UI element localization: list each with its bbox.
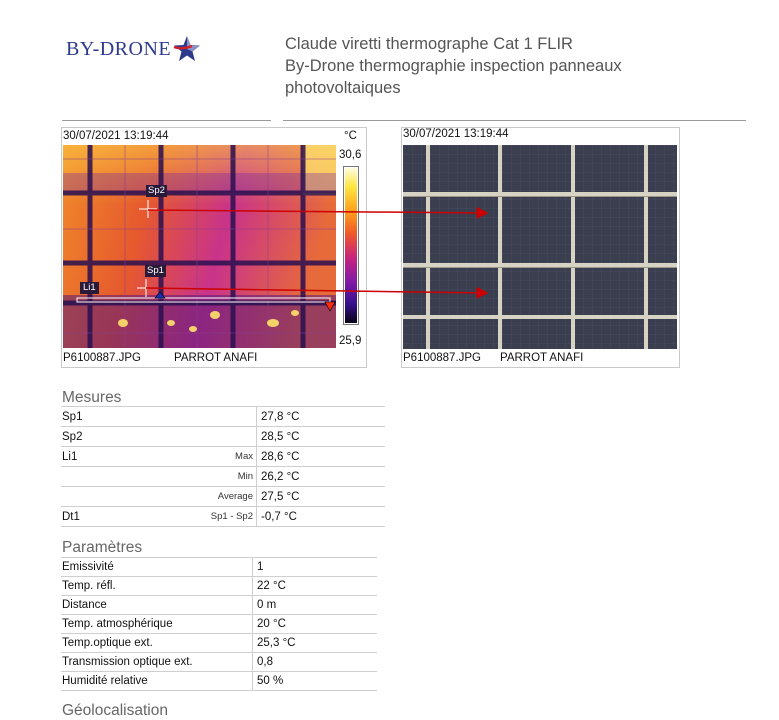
table-row: Li1 Max 28,6 °C (61, 446, 385, 467)
visual-panel-frame (401, 127, 680, 368)
table-row: Temp. atmosphérique 20 °C (61, 614, 377, 634)
visual-timestamp: 30/07/2021 13:19:44 (403, 128, 509, 140)
measure-value: 27,5 °C (256, 486, 385, 507)
parametres-title: Paramètres (62, 539, 143, 556)
measure-sub: Sp1 - Sp2 (203, 506, 257, 527)
measure-sub (203, 406, 257, 427)
star-icon (173, 36, 201, 61)
visual-camera-name: PARROT ANAFI (500, 352, 584, 364)
li1-label: Li1 (80, 282, 99, 294)
mesures-table: Sp1 27,8 °C Sp2 28,5 °C Li1 Max 28,6 °C Min 2… (61, 406, 385, 527)
ir-scale-min: 25,9 (339, 335, 362, 347)
visual-file-name: P6100887.JPG (403, 352, 482, 364)
param-value: 25,3 °C (252, 633, 377, 653)
measure-sub: Min (203, 466, 257, 487)
param-label: Temp. atmosphérique (61, 614, 253, 634)
param-value: 1 (252, 557, 377, 577)
param-label: Distance (61, 595, 253, 615)
measure-sub: Max (203, 446, 257, 467)
ir-file-name: P6100887.JPG (63, 352, 142, 364)
param-value: 0 m (252, 595, 377, 615)
title-line-2: By-Drone thermographie inspection pannea… (285, 57, 622, 75)
table-row: Transmission optique ext. 0,8 (61, 652, 377, 672)
logo-text: BY-DRONE (66, 37, 172, 60)
ir-panel-frame (61, 127, 367, 368)
measure-value: 26,2 °C (256, 466, 385, 487)
measure-label: Li1 (61, 446, 203, 467)
by-drone-logo: BY-DRONE (66, 32, 202, 66)
table-row: Min 26,2 °C (61, 466, 385, 487)
param-label: Transmission optique ext. (61, 652, 253, 672)
measure-value: 28,5 °C (256, 426, 385, 447)
title-line-1: Claude viretti thermographe Cat 1 FLIR (285, 35, 573, 53)
ir-timestamp: 30/07/2021 13:19:44 (63, 130, 169, 142)
param-value: 20 °C (252, 614, 377, 634)
measure-sub: Average (203, 486, 257, 507)
ir-camera-name: PARROT ANAFI (174, 352, 258, 364)
table-row: Emissivité 1 (61, 557, 377, 577)
title-line-3: photovoltaiques (285, 79, 401, 97)
ir-color-scale (343, 166, 359, 325)
param-label: Temp.optique ext. (61, 633, 253, 653)
measure-label: Sp1 (61, 406, 203, 427)
param-value: 22 °C (252, 576, 377, 596)
measure-value: 27,8 °C (256, 406, 385, 427)
mesures-title: Mesures (62, 389, 122, 406)
measure-label (61, 466, 203, 487)
sp1-arrow (145, 286, 489, 299)
parametres-table: Emissivité 1 Temp. réfl. 22 °C Distance 0 m… (61, 557, 377, 691)
table-row: Average 27,5 °C (61, 486, 385, 507)
table-row: Distance 0 m (61, 595, 377, 615)
measure-value: -0,7 °C (256, 506, 385, 527)
measure-label: Dt1 (61, 506, 203, 527)
table-row: Sp1 27,8 °C (61, 406, 385, 427)
header-rule-right (283, 120, 746, 121)
ir-unit: °C (344, 130, 357, 142)
table-row: Humidité relative 50 % (61, 671, 377, 691)
ir-scale-max: 30,6 (339, 149, 362, 161)
table-row: Temp. réfl. 22 °C (61, 576, 377, 596)
sp1-label: Sp1 (145, 265, 166, 277)
measure-label (61, 486, 203, 507)
table-row: Temp.optique ext. 25,3 °C (61, 633, 377, 653)
measure-label: Sp2 (61, 426, 203, 447)
sp2-label: Sp2 (146, 185, 167, 197)
header-rule-left (62, 120, 271, 121)
sp2-arrow (147, 206, 489, 219)
measure-sub (203, 426, 257, 447)
param-label: Emissivité (61, 557, 253, 577)
report-title: Claude viretti thermographe Cat 1 FLIR B… (285, 33, 705, 99)
param-value: 0,8 (252, 652, 377, 672)
param-label: Humidité relative (61, 671, 253, 691)
param-label: Temp. réfl. (61, 576, 253, 596)
table-row: Sp2 28,5 °C (61, 426, 385, 447)
ir-thermal-image (63, 145, 336, 348)
measure-value: 28,6 °C (256, 446, 385, 467)
geolocalisation-title: Géolocalisation (62, 702, 168, 719)
visual-photo (403, 145, 677, 349)
param-value: 50 % (252, 671, 377, 691)
table-row: Dt1 Sp1 - Sp2 -0,7 °C (61, 506, 385, 527)
